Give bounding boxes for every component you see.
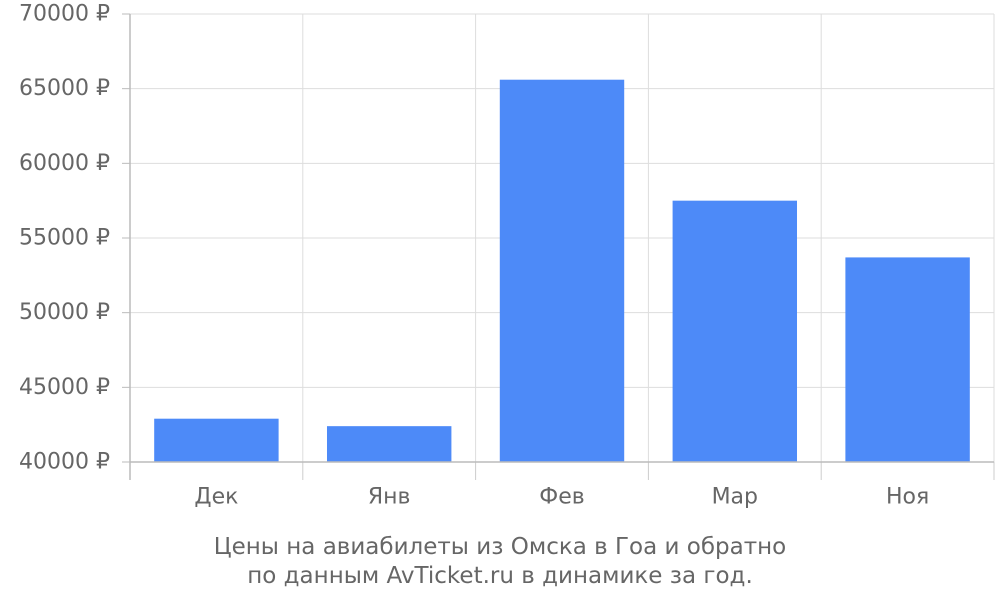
bars	[154, 79, 970, 462]
x-category-label: Ноя	[886, 485, 929, 510]
y-tick-label: 50000 ₽	[19, 300, 110, 325]
x-category-label: Дек	[194, 485, 238, 510]
y-tick-label: 40000 ₽	[19, 450, 110, 475]
caption-line-2: по данным AvTicket.ru в динамике за год.	[247, 563, 753, 589]
x-axis-category-labels: Дек Янв Фев Мар Ноя	[194, 485, 929, 510]
y-tick-label: 60000 ₽	[19, 151, 110, 176]
bar-1	[154, 418, 279, 462]
y-tick-label: 45000 ₽	[19, 375, 110, 400]
chart-caption: Цены на авиабилеты из Омска в Гоа и обра…	[0, 533, 1000, 591]
y-tick-label: 70000 ₽	[19, 2, 110, 27]
bar-4	[672, 200, 798, 462]
x-category-label: Фев	[539, 485, 584, 510]
bar-2	[326, 426, 452, 462]
y-axis-tick-labels: 40000 ₽ 45000 ₽ 50000 ₽ 55000 ₽ 60000 ₽ 65000…	[19, 2, 110, 475]
axes	[122, 13, 995, 480]
bar-3	[499, 79, 625, 462]
y-tick-label: 65000 ₽	[19, 76, 110, 101]
x-category-label: Янв	[368, 485, 411, 510]
caption-line-1: Цены на авиабилеты из Омска в Гоа и обра…	[213, 534, 787, 560]
y-tick-label: 55000 ₽	[19, 226, 110, 251]
x-category-label: Мар	[712, 485, 758, 510]
bar-5	[845, 257, 970, 462]
